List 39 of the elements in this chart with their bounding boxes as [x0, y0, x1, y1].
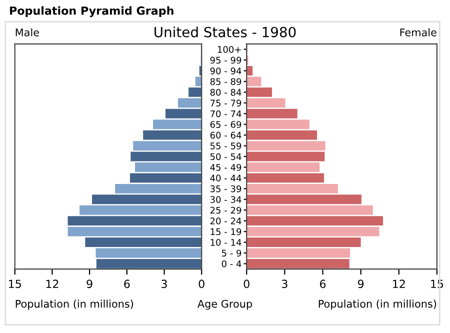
- y-tick-label: 95 - 99: [210, 56, 242, 64]
- y-tick-label: 60 - 64: [210, 132, 242, 139]
- y-tick-label: 90 - 94: [210, 67, 242, 74]
- text: Female: [400, 28, 436, 36]
- text: Male: [16, 28, 39, 36]
- x-tick-label: 15: [9, 280, 21, 288]
- y-tick-label: 70 - 74: [210, 110, 242, 118]
- y-tick-label: 100+: [218, 46, 241, 53]
- y-tick-label: 50 - 54: [210, 153, 242, 160]
- y-tick-label: 45 - 49: [210, 164, 242, 171]
- x-tick-label: 9: [86, 280, 92, 288]
- chart-title: Population Pyramid Graph: [10, 6, 174, 18]
- y-tick-label: 80 - 84: [210, 88, 242, 96]
- text: Age Group: [198, 300, 252, 310]
- y-tick-label: 75 - 79: [210, 100, 242, 106]
- y-tick-label: 55 - 59: [210, 142, 242, 150]
- x-tick-label: 3: [162, 280, 167, 288]
- x-tick-label: 9: [358, 280, 364, 288]
- x-tick-label: 12: [393, 280, 405, 288]
- y-tick-label: 25 - 29: [210, 206, 242, 214]
- y-tick-label: 10 - 14: [210, 238, 242, 246]
- x-tick-label: 0: [198, 280, 204, 288]
- y-tick-label: 30 - 34: [210, 196, 242, 203]
- y-tick-label: 35 - 39: [210, 185, 242, 192]
- x-axis-title: Population (in millions): [318, 300, 436, 310]
- x-tick-label: 6: [124, 280, 130, 288]
- x-tick-label: 0: [244, 280, 250, 288]
- x-tick-label: 12: [46, 280, 58, 288]
- y-tick-label: 0 - 4: [222, 260, 242, 268]
- y-tick-label: 15 - 19: [210, 228, 242, 236]
- y-tick-label: 20 - 24: [210, 218, 242, 224]
- x-axis-title: Population (in millions): [16, 300, 134, 310]
- y-tick-label: 65 - 69: [210, 121, 242, 128]
- y-tick-label: 85 - 89: [210, 78, 242, 86]
- x-tick-label: 3: [282, 280, 288, 288]
- y-tick-label: 40 - 44: [210, 174, 242, 182]
- x-tick-label: 6: [320, 280, 326, 288]
- y-tick-label: 5 - 9: [222, 250, 242, 257]
- text: United States - 1980: [154, 26, 296, 38]
